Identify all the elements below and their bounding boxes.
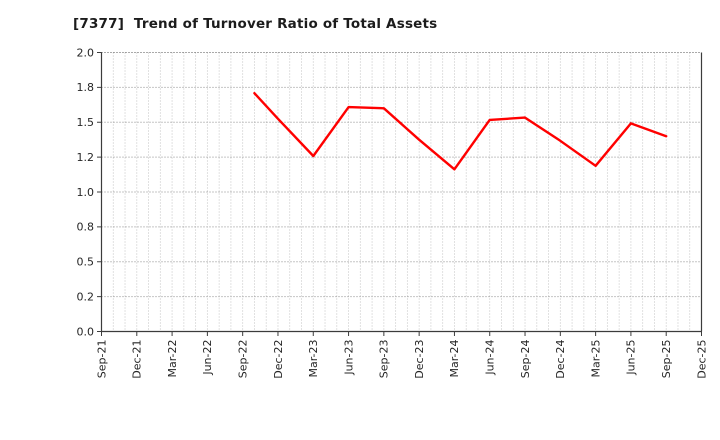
y-tick-label: 0.0 — [77, 325, 95, 338]
y-tick-label: 0.5 — [77, 256, 95, 269]
x-tick-label: Sep-23 — [378, 340, 391, 379]
x-tick-label: Mar-23 — [307, 340, 320, 378]
x-tick-label: Jun-23 — [342, 340, 355, 376]
x-tick-label: Sep-24 — [519, 340, 532, 379]
x-tick-label: Dec-24 — [554, 340, 567, 379]
y-tick-label: 1.2 — [77, 151, 95, 164]
x-tick-label: Sep-21 — [95, 340, 108, 379]
y-tick-label: 1.8 — [77, 81, 95, 94]
x-tick-label: Mar-24 — [448, 340, 461, 378]
x-tick-label: Dec-23 — [413, 340, 426, 379]
y-tick-label: 0.2 — [77, 290, 95, 303]
x-tick-label: Sep-22 — [236, 340, 249, 379]
y-tick-label: 1.5 — [77, 116, 95, 129]
x-tick-label: Jun-25 — [625, 340, 638, 376]
x-tick-label: Mar-25 — [589, 340, 602, 378]
y-tick-label: 0.8 — [77, 221, 95, 234]
y-tick-label: 2.0 — [77, 46, 95, 59]
chart-title: [7377] Trend of Turnover Ratio of Total … — [73, 16, 438, 32]
x-tick-label: Sep-25 — [660, 340, 673, 379]
turnover-ratio-series-line — [253, 91, 668, 171]
y-tick-label: 1.0 — [77, 186, 95, 199]
x-tick-label: Jun-22 — [201, 340, 214, 376]
x-tick-label: Jun-24 — [484, 340, 497, 376]
x-tick-label: Dec-21 — [131, 340, 144, 379]
x-tick-label: Dec-25 — [695, 340, 708, 379]
x-tick-label: Mar-22 — [166, 340, 179, 378]
x-tick-label: Dec-22 — [272, 340, 285, 379]
